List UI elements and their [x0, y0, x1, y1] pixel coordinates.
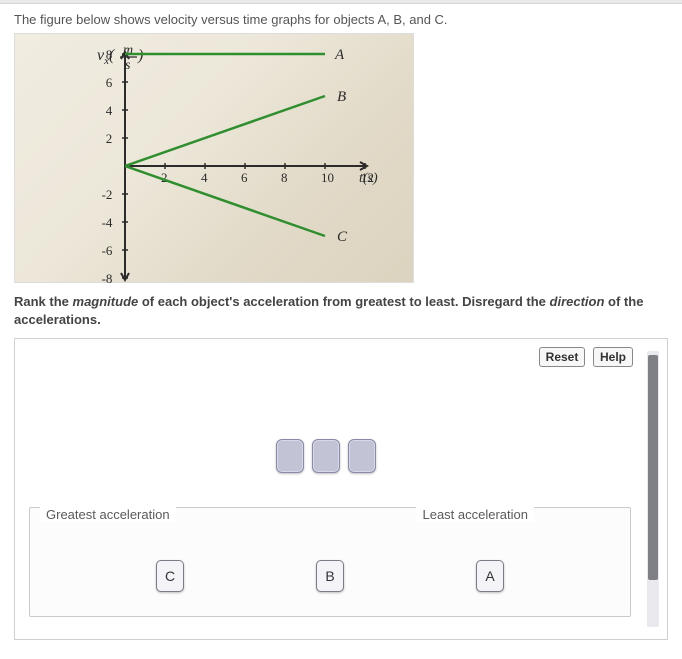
- scrollbar-thumb[interactable]: [648, 355, 658, 580]
- pool-slot[interactable]: [348, 439, 376, 473]
- svg-text:4: 4: [106, 103, 113, 118]
- svg-text:C: C: [337, 229, 348, 245]
- prompt-mid: of each object's acceleration from great…: [138, 294, 549, 309]
- svg-text:10: 10: [321, 170, 334, 185]
- rank-tile-b[interactable]: B: [316, 560, 344, 592]
- svg-text:2: 2: [161, 170, 168, 185]
- svg-text:t(s): t(s): [359, 171, 378, 186]
- pool-slot[interactable]: [276, 439, 304, 473]
- placed-tiles-row: CBA: [30, 560, 630, 592]
- intro-text: The figure below shows velocity versus t…: [14, 12, 668, 27]
- svg-text:): ): [137, 47, 143, 64]
- ranking-widget: Reset Help Greatest acceleration Least a…: [14, 338, 668, 640]
- rank-tile-a[interactable]: A: [476, 560, 504, 592]
- vt-graph-svg: vx(ms)24681012t(s)2468-2-4-6-8ABC: [15, 34, 415, 284]
- svg-text:8: 8: [281, 170, 288, 185]
- dropzone-label-least: Least acceleration: [416, 507, 534, 522]
- pool-slot[interactable]: [312, 439, 340, 473]
- reset-button[interactable]: Reset: [539, 347, 586, 367]
- svg-text:-4: -4: [102, 215, 113, 230]
- velocity-time-figure: vx(ms)24681012t(s)2468-2-4-6-8ABC: [14, 33, 414, 283]
- tile-pool: [15, 439, 637, 476]
- svg-text:A: A: [334, 47, 345, 63]
- svg-text:B: B: [337, 89, 346, 105]
- svg-text:4: 4: [201, 170, 208, 185]
- svg-text:8: 8: [106, 47, 113, 62]
- ranking-dropzone[interactable]: Greatest acceleration Least acceleration…: [29, 507, 631, 617]
- svg-text:6: 6: [241, 170, 248, 185]
- svg-text:-8: -8: [102, 271, 113, 284]
- content-area: The figure below shows velocity versus t…: [0, 4, 682, 654]
- prompt-em1: magnitude: [73, 294, 139, 309]
- svg-text:-6: -6: [102, 243, 113, 258]
- svg-text:2: 2: [106, 131, 113, 146]
- question-prompt: Rank the magnitude of each object's acce…: [14, 293, 668, 328]
- scrollbar-track[interactable]: [647, 351, 659, 627]
- svg-text:6: 6: [106, 75, 113, 90]
- rank-tile-c[interactable]: C: [156, 560, 184, 592]
- svg-text:-2: -2: [102, 187, 113, 202]
- help-button[interactable]: Help: [593, 347, 633, 367]
- dropzone-label-greatest: Greatest acceleration: [40, 507, 176, 522]
- prompt-pre: Rank the: [14, 294, 73, 309]
- prompt-em2: direction: [550, 294, 605, 309]
- button-row: Reset Help: [535, 347, 633, 367]
